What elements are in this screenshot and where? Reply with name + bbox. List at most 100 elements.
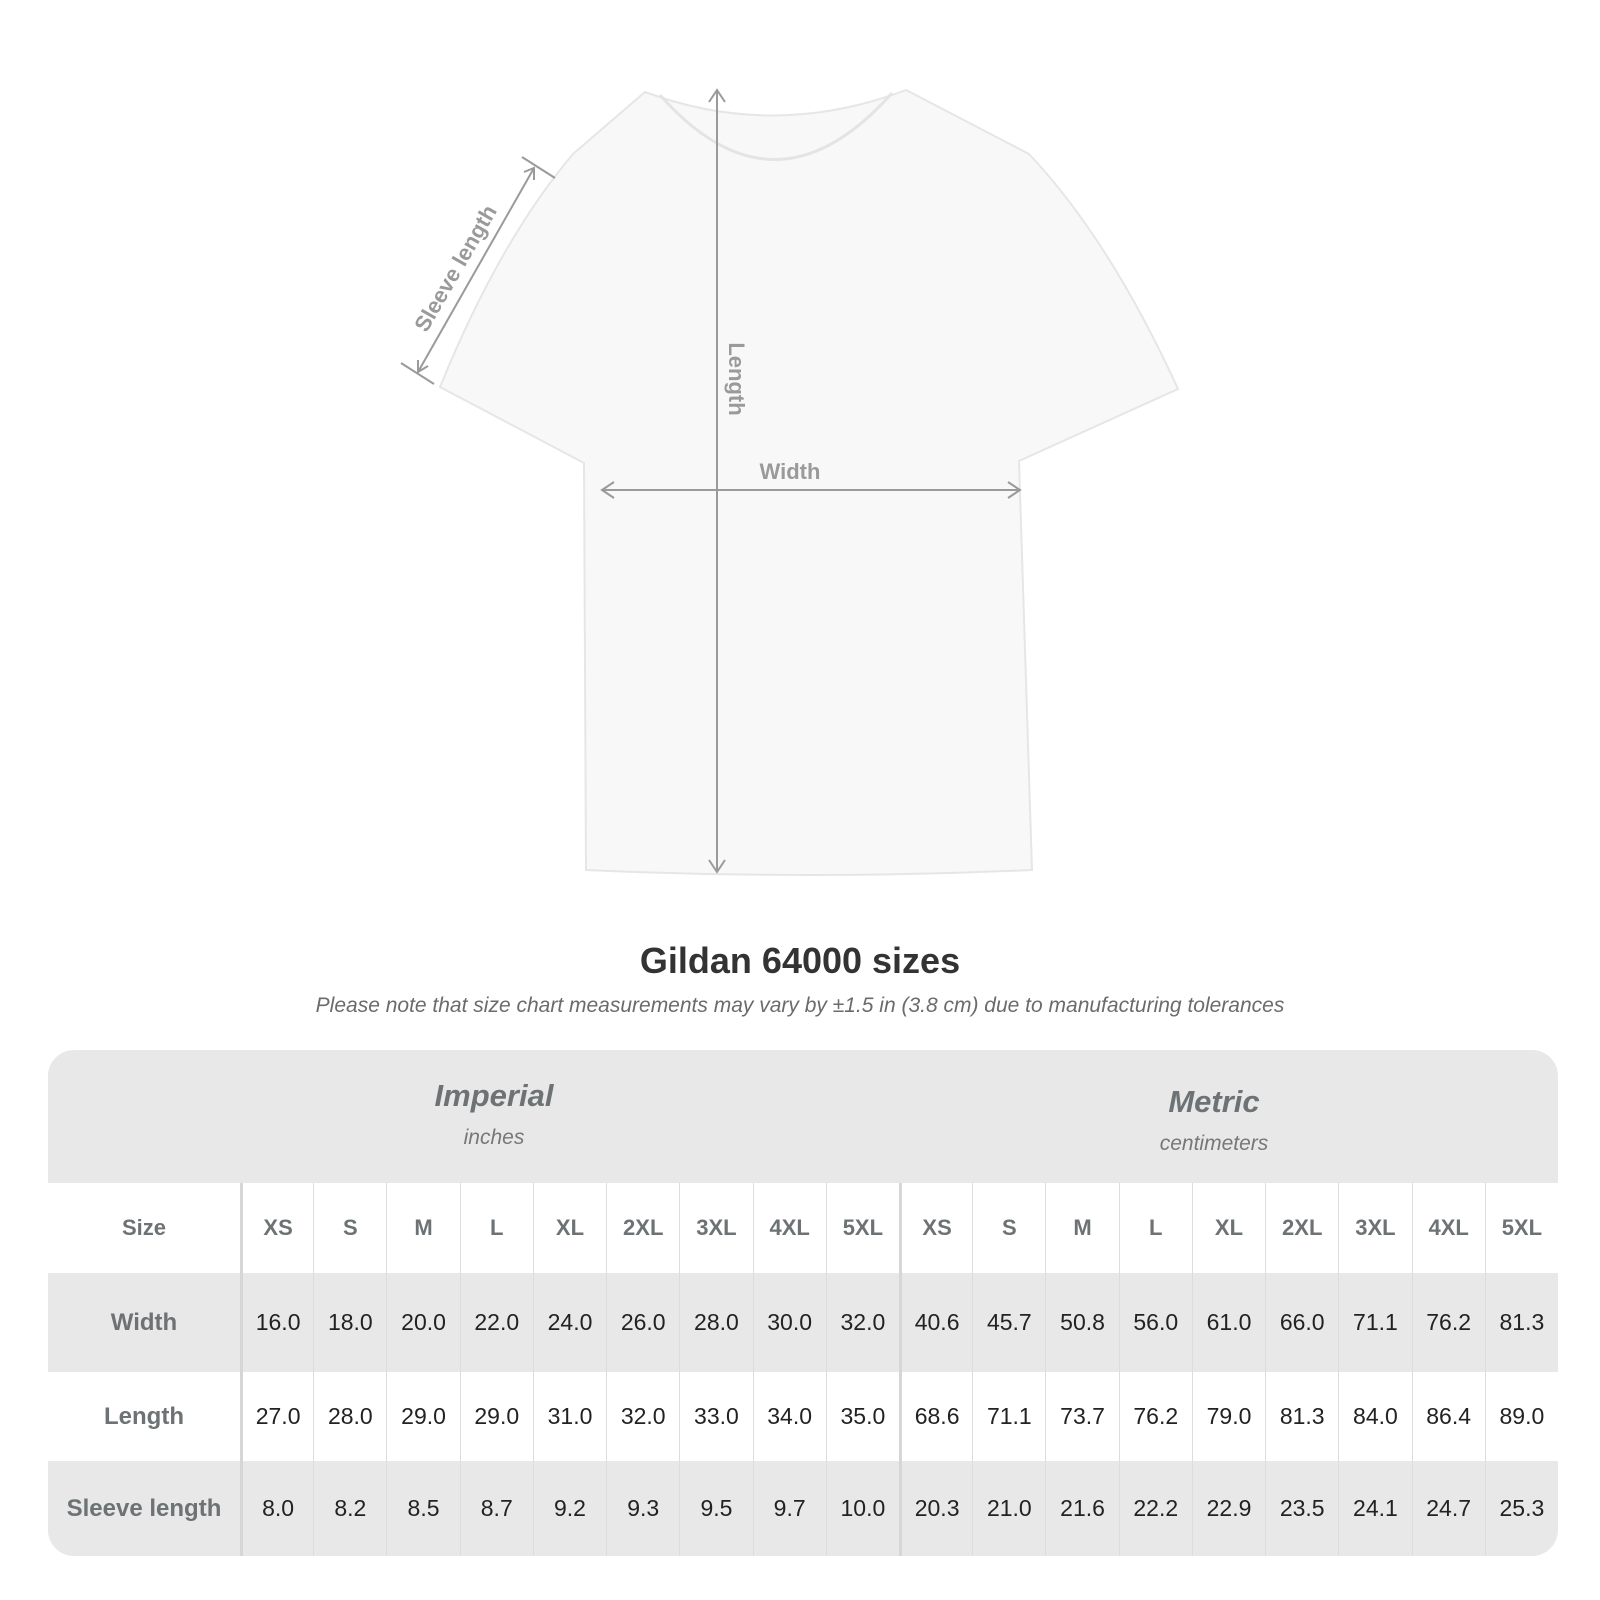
metric-cell: 21.6 (1045, 1461, 1118, 1556)
metric-cell: 68.6 (898, 1372, 972, 1461)
sleeve-tick-top (521, 156, 556, 179)
imperial-cell: 31.0 (532, 1372, 606, 1461)
imperial-cell: 10.0 (825, 1461, 899, 1556)
imperial-cell: 32.0 (825, 1273, 899, 1372)
metric-cell: 45.7 (972, 1273, 1045, 1372)
metric-cell: 21.0 (972, 1461, 1045, 1556)
imperial-cell: 33.0 (679, 1372, 752, 1461)
imperial-cell: 24.0 (532, 1273, 606, 1372)
sleeve-arrow-top (523, 166, 535, 180)
imperial-cell: 30.0 (752, 1273, 826, 1372)
imperial-cell: 34.0 (752, 1372, 826, 1461)
metric-cell: 84.0 (1338, 1372, 1411, 1461)
metric-cell: 86.4 (1411, 1372, 1485, 1461)
length-arrow-bottom (708, 859, 726, 874)
page-title: Gildan 64000 sizes (639, 940, 961, 981)
row-label: Size (121, 1215, 167, 1240)
imperial-cell: 4XL (752, 1183, 826, 1273)
metric-cell: XS (898, 1183, 972, 1273)
metric-title: Metric (1168, 1084, 1260, 1119)
metric-cell: 23.5 (1265, 1461, 1338, 1556)
sleeve-tick-bottom (400, 362, 435, 385)
imperial-cell: XS (240, 1183, 313, 1273)
imperial-cell: 28.0 (679, 1273, 752, 1372)
metric-cell: 71.1 (1338, 1273, 1411, 1372)
imperial-cell: 9.5 (679, 1461, 752, 1556)
metric-unit: centimeters (1159, 1132, 1269, 1155)
metric-cell: 76.2 (1411, 1273, 1485, 1372)
metric-cell: 89.0 (1484, 1372, 1558, 1461)
size-row: Size XS S M L XL 2XL 3XL 4XL 5XL XS S M L XL 2XL 3XL 4XL 5… (48, 1183, 1558, 1273)
imperial-cell: 32.0 (606, 1372, 679, 1461)
metric-cell: 25.3 (1484, 1461, 1558, 1556)
metric-cell: 50.8 (1045, 1273, 1118, 1372)
tolerance-note: Please note that size chart measurements… (315, 994, 1285, 1017)
table-row: Sleeve length 8.0 8.2 8.5 8.7 9.2 9.3 9.5 9.7 10.… (48, 1461, 1558, 1556)
imperial-unit: inches (463, 1126, 525, 1149)
imperial-cell: 8.5 (386, 1461, 459, 1556)
metric-cell: XL (1191, 1183, 1265, 1273)
collar (658, 92, 894, 161)
width-arrow-right (1007, 481, 1022, 499)
length-label: Length (724, 342, 749, 415)
table-row: Width 16.0 18.0 20.0 22.0 24.0 26.0 28.0 30.0 32.… (48, 1273, 1558, 1372)
tshirt-diagram: Width Length Sleeve length (400, 88, 1180, 876)
width-label: Width (760, 459, 821, 484)
imperial-cell: 9.2 (532, 1461, 606, 1556)
imperial-cell: 26.0 (606, 1273, 679, 1372)
sleeve-arrow-bottom (417, 360, 429, 374)
imperial-cell: 29.0 (386, 1372, 459, 1461)
metric-cell: 79.0 (1191, 1372, 1265, 1461)
table-header: Imperial inches Metric centimeters (48, 1050, 1558, 1183)
tshirt-image (438, 88, 1180, 876)
metric-cell: 24.1 (1338, 1461, 1411, 1556)
metric-cell: 81.3 (1265, 1372, 1338, 1461)
sleeve-line (417, 167, 535, 373)
imperial-cell: 8.2 (313, 1461, 386, 1556)
imperial-cell: 35.0 (825, 1372, 899, 1461)
metric-cell: 24.7 (1411, 1461, 1485, 1556)
imperial-title: Imperial (434, 1078, 554, 1113)
metric-cell: 3XL (1338, 1183, 1411, 1273)
imperial-cell: 29.0 (459, 1372, 533, 1461)
metric-cell: 73.7 (1045, 1372, 1118, 1461)
width-arrow-left (600, 481, 615, 499)
metric-cell: 56.0 (1118, 1273, 1192, 1372)
metric-cell: 61.0 (1191, 1273, 1265, 1372)
imperial-cell: S (313, 1183, 386, 1273)
metric-cell: S (972, 1183, 1045, 1273)
row-label: Width (110, 1308, 178, 1336)
metric-cell: 71.1 (972, 1372, 1045, 1461)
imperial-cell: 16.0 (240, 1273, 313, 1372)
imperial-cell: 9.7 (752, 1461, 826, 1556)
imperial-cell: 9.3 (606, 1461, 679, 1556)
metric-cell: 40.6 (898, 1273, 972, 1372)
imperial-cell: 28.0 (313, 1372, 386, 1461)
imperial-cell: 18.0 (313, 1273, 386, 1372)
imperial-cell: 5XL (825, 1183, 899, 1273)
imperial-header: Imperial inches (244, 1078, 744, 1150)
imperial-cell: M (386, 1183, 459, 1273)
metric-cell: 4XL (1411, 1183, 1485, 1273)
imperial-cell: 27.0 (240, 1372, 313, 1461)
metric-cell: M (1045, 1183, 1118, 1273)
metric-cell: 66.0 (1265, 1273, 1338, 1372)
size-table: Imperial inches Metric centimeters Size X… (48, 1050, 1558, 1556)
imperial-cell: 2XL (606, 1183, 679, 1273)
length-arrow-top (708, 88, 726, 103)
metric-cell: 5XL (1484, 1183, 1558, 1273)
metric-cell: 22.9 (1191, 1461, 1265, 1556)
table-row: Length 27.0 28.0 29.0 29.0 31.0 32.0 33.0 34.0 35… (48, 1372, 1558, 1461)
imperial-cell: 8.7 (459, 1461, 533, 1556)
imperial-cell: 3XL (679, 1183, 752, 1273)
metric-cell: 76.2 (1118, 1372, 1192, 1461)
metric-cell: 2XL (1265, 1183, 1338, 1273)
metric-cell: 22.2 (1118, 1461, 1192, 1556)
imperial-cell: L (459, 1183, 533, 1273)
imperial-cell: 8.0 (240, 1461, 313, 1556)
imperial-cell: 22.0 (459, 1273, 533, 1372)
metric-cell: L (1118, 1183, 1192, 1273)
metric-cell: 20.3 (898, 1461, 972, 1556)
imperial-cell: XL (532, 1183, 606, 1273)
row-label: Sleeve length (66, 1494, 222, 1522)
